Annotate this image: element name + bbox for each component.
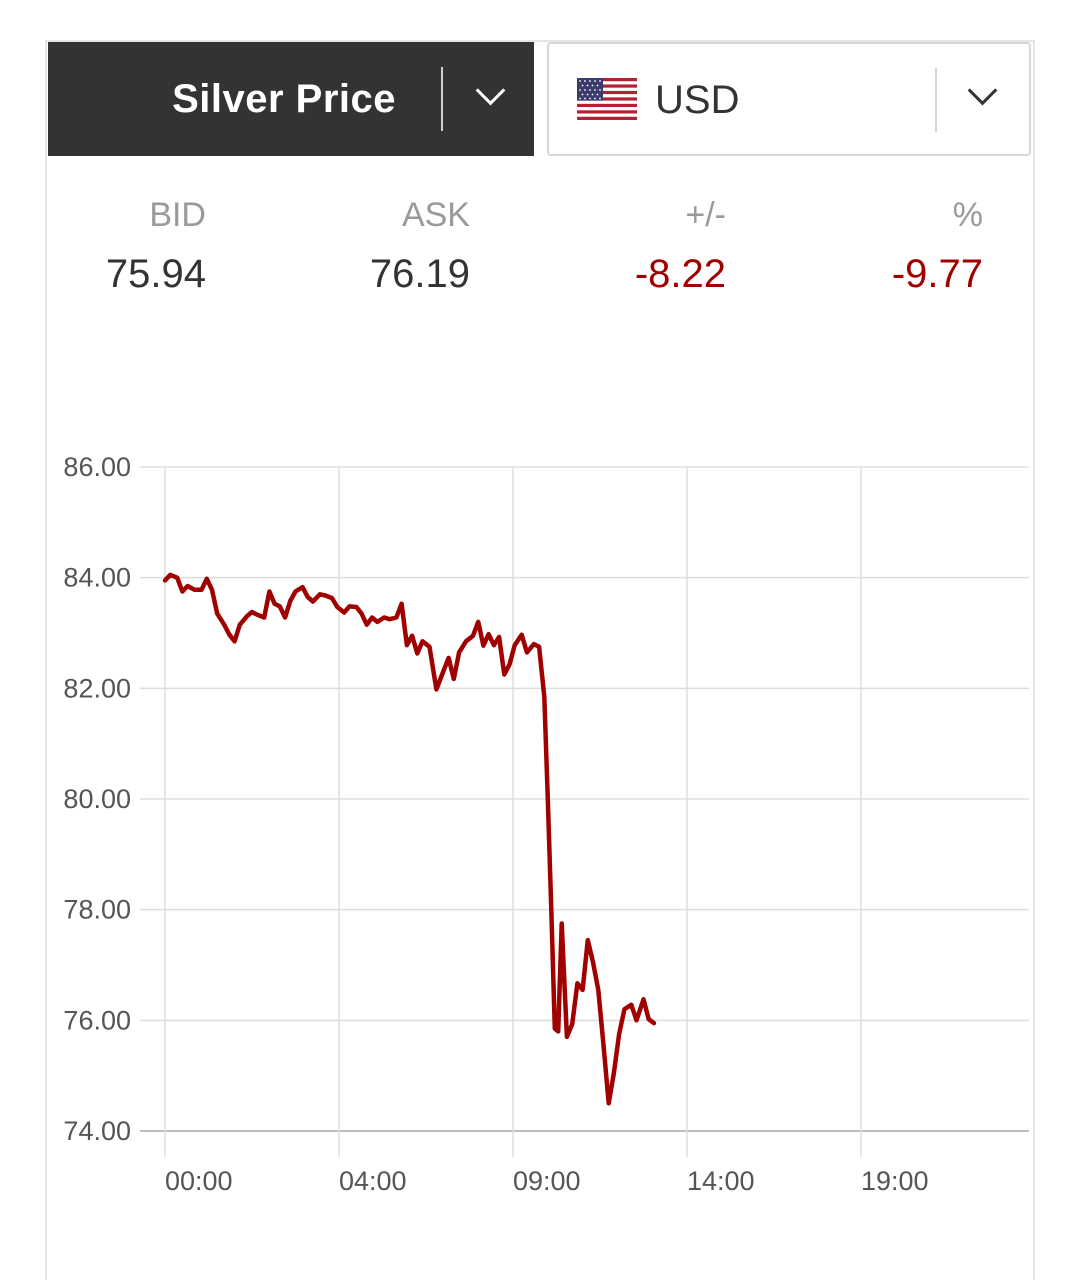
bid-value: 75.94	[105, 252, 206, 296]
change-quote: +/- -8.22	[566, 190, 726, 304]
bid-label: BID	[149, 196, 206, 234]
currency-selector[interactable]: USD	[547, 42, 1031, 156]
x-tick-label: 09:00	[513, 1166, 581, 1196]
ask-value: 76.19	[369, 252, 470, 296]
x-tick-label: 00:00	[165, 1166, 233, 1196]
y-tick-label: 78.00	[63, 895, 131, 925]
x-tick-label: 19:00	[861, 1166, 929, 1196]
us-flag-icon	[577, 78, 637, 120]
ask-quote: ASK 76.19	[310, 190, 470, 304]
price-line	[162, 572, 657, 1106]
y-tick-label: 86.00	[63, 452, 131, 482]
metal-selector-label: Silver Price	[172, 77, 396, 121]
y-tick-label: 80.00	[63, 784, 131, 814]
y-tick-label: 74.00	[63, 1116, 131, 1146]
ask-label: ASK	[401, 196, 470, 234]
x-tick-label: 14:00	[687, 1166, 755, 1196]
percent-quote: % -9.77	[823, 190, 983, 304]
y-tick-label: 76.00	[63, 1005, 131, 1035]
percent-label: %	[952, 196, 983, 234]
currency-selector-divider	[935, 68, 937, 132]
y-tick-label: 84.00	[63, 563, 131, 593]
currency-selector-label: USD	[655, 78, 740, 122]
change-label: +/-	[685, 196, 726, 234]
price-widget	[45, 40, 1035, 1280]
y-tick-label: 82.00	[63, 673, 131, 703]
bid-quote: BID 75.94	[46, 190, 206, 304]
metal-selector-divider	[441, 67, 443, 131]
change-value: -8.22	[634, 252, 726, 296]
metal-selector[interactable]: Silver Price	[48, 42, 534, 156]
x-tick-label: 04:00	[339, 1166, 407, 1196]
percent-value: -9.77	[891, 252, 983, 296]
